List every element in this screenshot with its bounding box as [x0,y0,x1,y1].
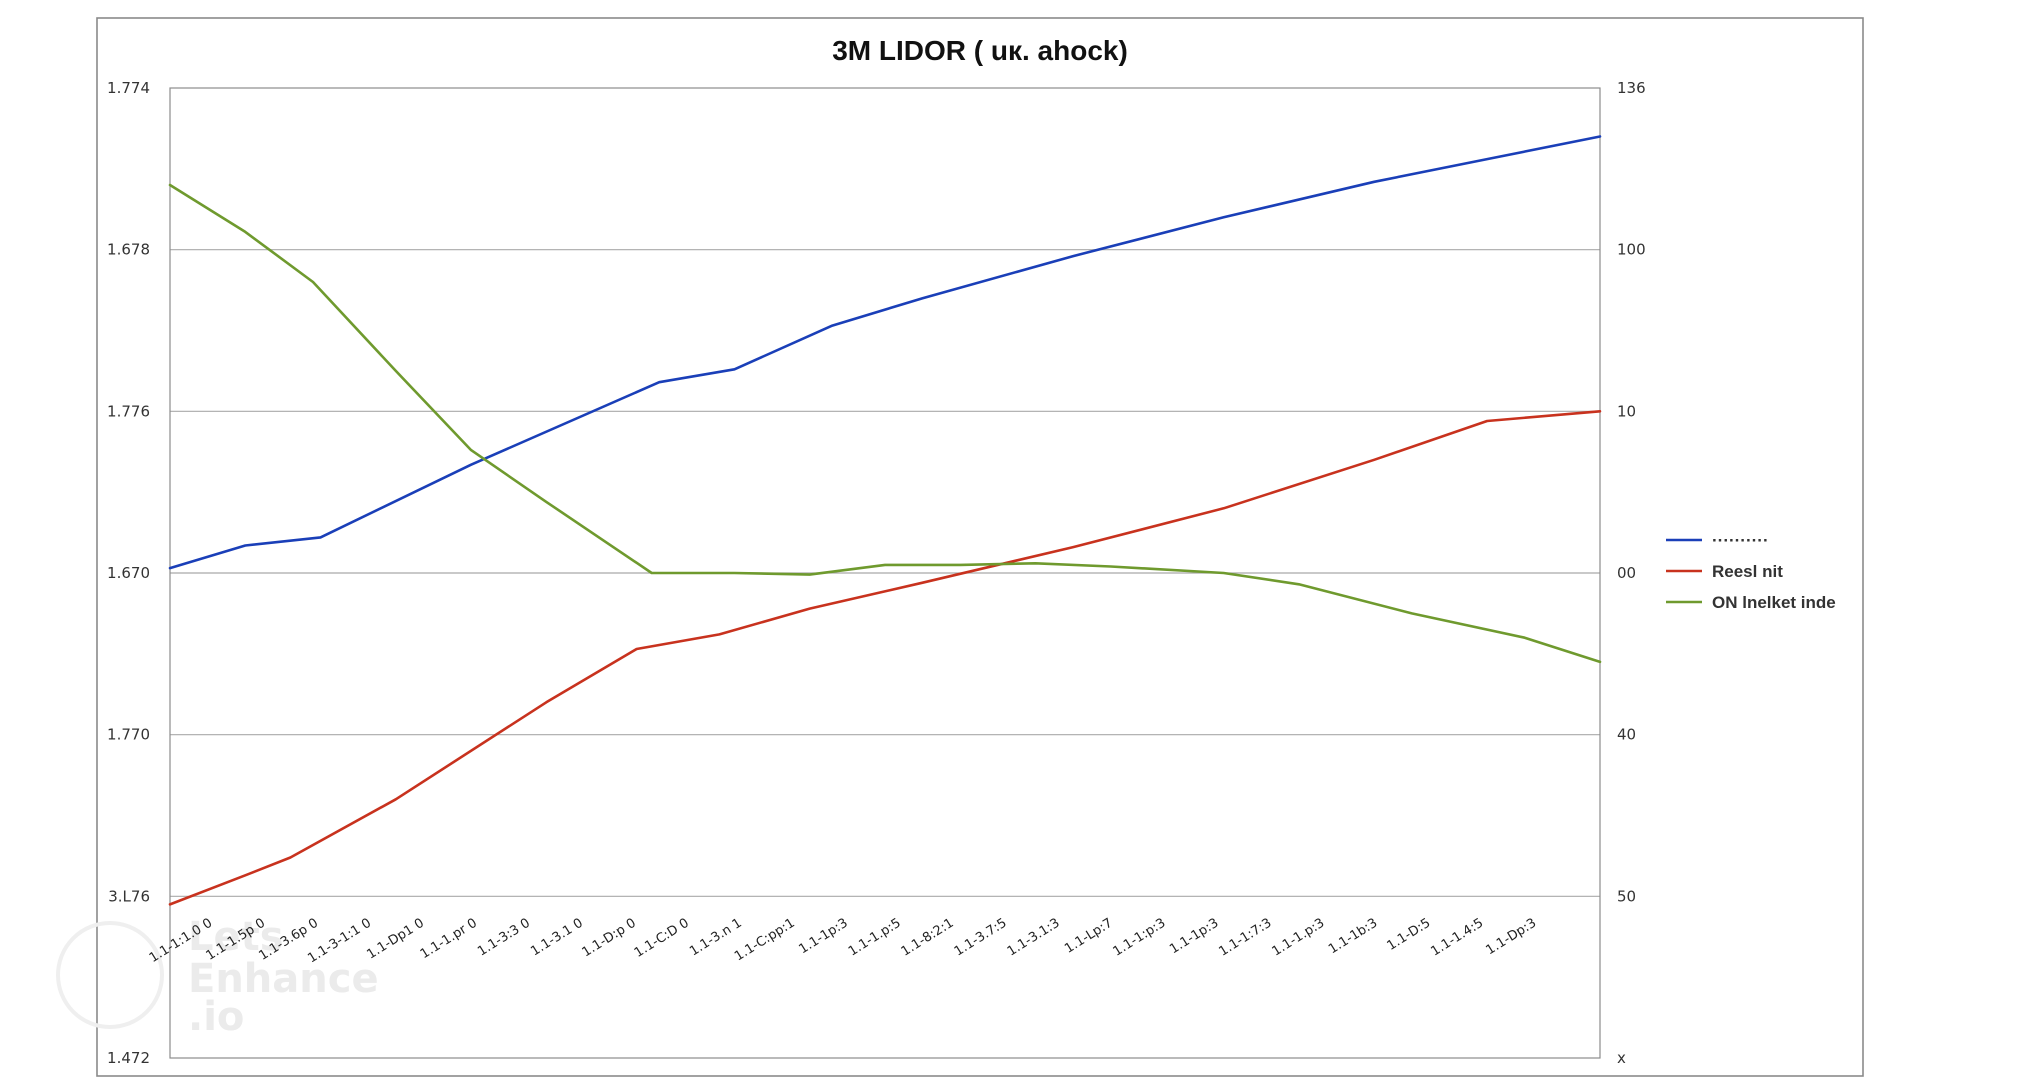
right-y-tick-label: 100 [1617,241,1646,259]
series-line-1 [168,135,1602,570]
right-y-tick-label: 00 [1617,564,1636,582]
right-y-tick-label: 40 [1617,726,1636,744]
legend-label: ON lnelket inde [1712,593,1836,612]
legend-label: ·········· [1712,531,1769,550]
left-y-tick-label: 1.678 [107,241,150,259]
left-y-tick-label: 1.776 [107,402,150,420]
right-y-tick-label: 50 [1617,887,1636,905]
legend: ·········· Reesl nit ON lnelket inde [1666,531,1836,612]
plot-area [169,87,1601,1059]
watermark: Lets Enhance .io [56,914,379,1040]
right-y-tick-label: 10 [1617,402,1636,420]
left-y-tick-label: 1.774 [107,79,150,97]
series-lines [168,135,1602,906]
series-line-2 [168,409,1602,906]
left-y-tick-label: 1.472 [107,1049,150,1067]
gridlines [170,249,1600,897]
watermark-line-3: .io [188,994,244,1040]
watermark-line-1: Lets [188,914,284,960]
watermark-logo-icon [56,921,164,1029]
left-y-axis: 1.774 1.678 1.776 1.670 1.770 3.L76 1.472 [107,79,150,1067]
right-y-axis: 136 100 10 00 40 50 x [1617,79,1646,1067]
chart-frame [96,17,1864,1077]
chart-title: 3M LIDOR ( uк. ahock) [832,35,1128,66]
legend-label: Reesl nit [1712,562,1783,581]
right-y-tick-label: 136 [1617,79,1646,97]
left-y-tick-label: 1.770 [107,726,150,744]
watermark-line-2: Enhance [188,956,379,1002]
left-y-tick-label: 3.L76 [108,887,150,905]
series-line-3 [168,183,1602,664]
right-y-tick-label: x [1617,1049,1626,1067]
left-y-tick-label: 1.670 [107,564,150,582]
